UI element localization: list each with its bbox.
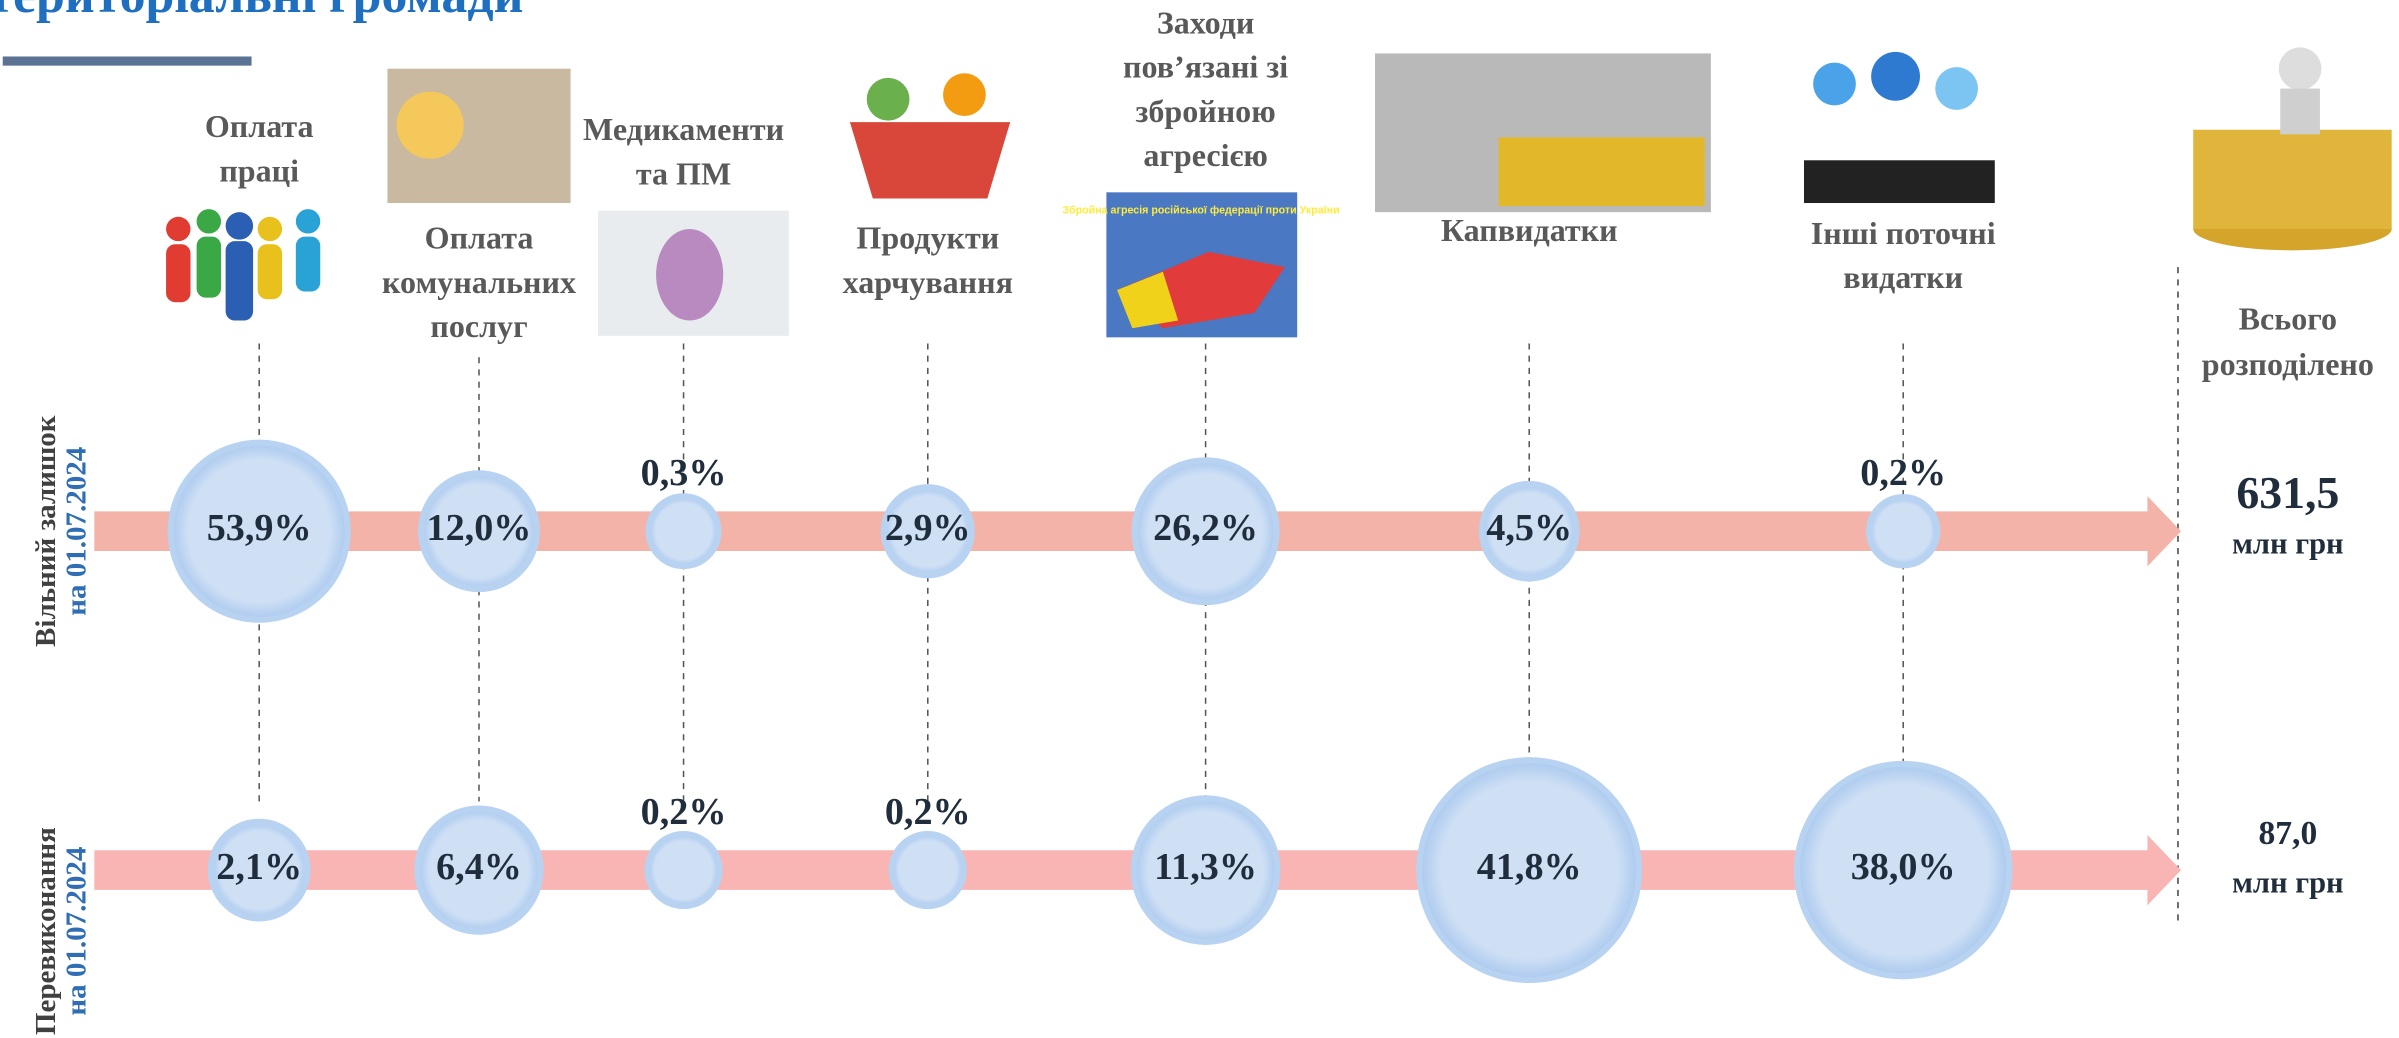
category-label: Оплата [205,108,314,144]
map-caption: Збройна агресія російської федерації про… [1062,204,1339,216]
value-label: 0,3% [641,452,727,494]
row-date: на 01.07.2024 [61,847,93,1016]
content: Оплата праці Оплата комунальних послуг Медика… [30,4,2374,1035]
value-label: 26,2% [1153,507,1258,549]
basket [850,122,1010,198]
value-label: 53,9% [207,507,312,549]
value-label: 11,3% [1154,846,1257,888]
bubble [648,834,720,906]
bubble [1869,497,1937,565]
category-label: Інші поточні [1811,215,1996,251]
category-label: видатки [1843,259,1963,295]
value-label: 4,5% [1486,507,1572,549]
infographic: територіальні громади Збройна агресія ро… [0,0,2399,1038]
row-total: 87,0 [2258,815,2317,852]
row-unit: млн грн [2232,526,2344,560]
value-label: 2,1% [216,846,302,888]
bubble [649,496,719,566]
category-label: харчування [843,264,1013,300]
coins-icon [2193,47,2391,250]
row-total: 631,5 [2236,467,2339,518]
value-label: 0,2% [1860,452,1946,494]
value-label: 38,0% [1851,846,1956,888]
category-label: Медикаменти [583,111,784,147]
pills [656,229,723,321]
category-label: агресією [1143,137,1267,173]
category-label: та ПМ [636,155,731,191]
value-label: 6,4% [436,846,522,888]
row-unit: млн грн [2232,865,2344,899]
category-label: Оплата [425,220,534,256]
total-label: Всього [2239,300,2337,336]
category-label: комунальних [382,264,576,300]
bulb [397,92,464,159]
row-name: Перевиконання [30,827,62,1035]
value-label: 0,2% [885,791,971,833]
row-name: Вільний залишок [30,415,62,647]
value-label: 0,2% [641,791,727,833]
total-label: розподілено [2202,346,2374,382]
category-label: послуг [430,308,527,344]
value-label: 12,0% [427,507,532,549]
category-label: Заходи [1157,4,1255,40]
page-title: територіальні громади [0,0,523,24]
category-label: збройною [1136,93,1276,129]
category-label: Продукти [856,220,999,256]
title-underline [3,56,252,65]
category-label: Капвидатки [1441,212,1618,248]
category-label: пов’язані зі [1123,49,1288,85]
row-date: на 01.07.2024 [61,447,93,616]
bubble [892,834,964,906]
people-icon [166,209,320,320]
value-label: 41,8% [1477,846,1582,888]
value-label: 2,9% [885,507,971,549]
category-label: праці [219,152,299,188]
